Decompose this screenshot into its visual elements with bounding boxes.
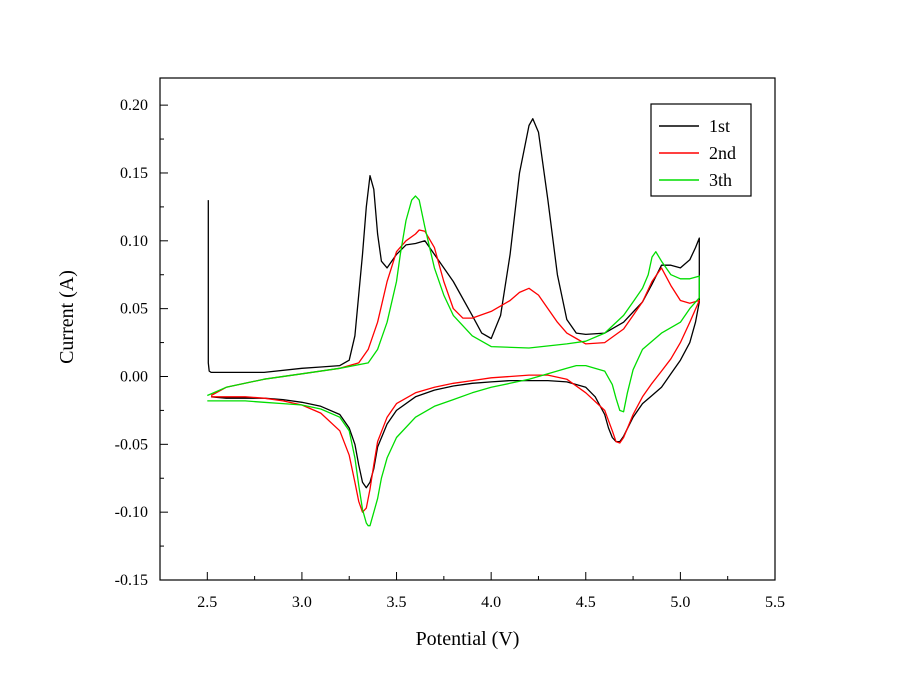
y-tick-label: -0.10	[115, 504, 148, 521]
y-tick-label: 0.05	[120, 301, 148, 318]
y-tick-label: 0.20	[120, 97, 148, 114]
x-tick-label: 3.0	[292, 594, 312, 611]
series-line-1	[207, 118, 700, 489]
legend-label-1: 1st	[709, 116, 730, 136]
series-layer	[207, 118, 700, 527]
y-tick-label: -0.05	[115, 436, 148, 453]
plot-frame	[159, 77, 776, 581]
x-tick-label: 5.0	[670, 594, 690, 611]
x-tick-label: 4.0	[481, 594, 501, 611]
series-line-2	[210, 229, 700, 513]
x-tick-label: 3.5	[387, 594, 407, 611]
x-axis-title: Potential (V)	[416, 628, 520, 650]
x-tick-label: 2.5	[197, 594, 217, 611]
x-tick-label: 4.5	[576, 594, 596, 611]
legend-box	[650, 103, 752, 197]
legend-label-2: 2nd	[709, 143, 736, 163]
y-tick-label: 0.15	[120, 165, 148, 182]
legend-label-3: 3th	[709, 170, 732, 190]
axis-ticks: 2.5 3.0 3.5 4.0 4.5 5.0 5.5 -0.15 -0.10 -0.05 0.00…	[115, 97, 785, 611]
y-axis-title: Current (A)	[56, 270, 78, 364]
series-line-3	[207, 195, 700, 527]
legend: 1st 2nd 3th	[650, 103, 752, 197]
plot-border	[159, 77, 776, 581]
y-tick-label: 0.00	[120, 368, 148, 385]
y-tick-label: 0.10	[120, 233, 148, 250]
x-tick-label: 5.5	[765, 594, 785, 611]
y-tick-label: -0.15	[115, 572, 148, 589]
